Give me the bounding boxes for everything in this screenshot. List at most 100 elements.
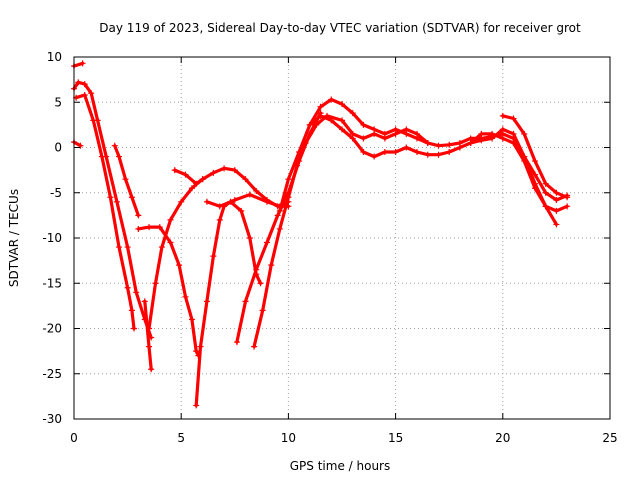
- data-point: [542, 180, 549, 187]
- data-point: [197, 343, 204, 350]
- data-point: [360, 149, 367, 156]
- gridlines: [74, 57, 610, 419]
- data-point: [339, 117, 345, 124]
- data-point: [349, 135, 356, 142]
- x-tick-label: 20: [495, 431, 510, 445]
- data-point: [221, 165, 228, 172]
- data-point: [203, 198, 210, 205]
- data-point: [195, 352, 202, 359]
- y-tick-label: -30: [42, 412, 62, 426]
- trace-sat-q: [469, 132, 569, 213]
- data-point: [193, 348, 200, 355]
- data-point: [542, 203, 549, 210]
- data-point: [276, 207, 283, 214]
- chart-title: Day 119 of 2023, Sidereal Day-to-day VTE…: [99, 21, 581, 35]
- data-point: [489, 130, 496, 137]
- x-axis-label: GPS time / hours: [290, 459, 391, 473]
- data-point: [128, 307, 135, 314]
- data-point: [182, 171, 189, 178]
- data-point: [182, 293, 189, 300]
- data-point: [152, 280, 159, 287]
- data-point: [381, 130, 388, 137]
- y-tick-label: 0: [54, 141, 62, 155]
- data-point: [274, 212, 281, 219]
- data-point: [233, 339, 240, 346]
- y-tick-label: -20: [42, 322, 62, 336]
- data-point: [124, 284, 131, 291]
- data-point: [564, 194, 571, 201]
- x-tick-label: 25: [602, 431, 617, 445]
- axis-ticks: [73, 56, 611, 420]
- data-point: [131, 325, 138, 332]
- data-point: [167, 216, 174, 223]
- y-tick-label: -5: [50, 186, 62, 200]
- data-point: [403, 144, 410, 151]
- data-point: [111, 142, 118, 149]
- data-point: [328, 96, 335, 103]
- data-point: [328, 117, 335, 124]
- data-point: [263, 239, 270, 246]
- data-point: [107, 194, 114, 201]
- data-point: [521, 130, 528, 137]
- data-point: [392, 126, 399, 133]
- data-point: [424, 139, 431, 146]
- data-point: [141, 298, 148, 305]
- data-point: [81, 92, 88, 99]
- y-axis-label: SDTVAR / TECUs: [7, 189, 21, 287]
- data-point: [171, 167, 178, 174]
- data-point: [158, 244, 165, 251]
- data-point: [403, 130, 410, 137]
- x-tick-label: 0: [70, 431, 78, 445]
- data-point: [167, 239, 174, 246]
- data-point: [128, 194, 135, 201]
- data-point: [456, 144, 463, 151]
- y-tick-label: 10: [47, 50, 62, 64]
- data-point: [231, 196, 238, 203]
- data-point: [216, 216, 223, 223]
- data-point: [148, 366, 155, 373]
- data-point: [199, 176, 206, 183]
- y-tick-label: -10: [42, 231, 62, 245]
- data-point: [193, 402, 200, 409]
- data-point: [302, 139, 309, 146]
- x-tick-label: 15: [388, 431, 403, 445]
- data-point: [116, 244, 123, 251]
- data-point: [176, 262, 183, 269]
- data-point: [510, 139, 517, 146]
- data-point: [146, 343, 153, 350]
- data-point: [424, 151, 431, 158]
- data-point: [499, 112, 506, 119]
- data-point: [210, 169, 217, 176]
- data-point: [156, 224, 163, 231]
- data-point: [135, 212, 142, 219]
- data-point: [414, 135, 421, 142]
- data-point: [257, 280, 264, 287]
- data-point: [148, 334, 155, 341]
- data-point: [317, 103, 324, 110]
- data-point: [478, 137, 485, 144]
- data-point: [521, 158, 528, 165]
- data-point: [251, 343, 258, 350]
- data-point: [293, 162, 300, 169]
- data-point: [499, 126, 506, 133]
- data-point: [90, 117, 97, 124]
- data-point: [371, 153, 378, 160]
- data-point: [349, 110, 356, 117]
- data-point: [510, 130, 517, 137]
- y-tick-label: -25: [42, 367, 62, 381]
- data-point: [360, 121, 367, 128]
- data-point: [238, 207, 245, 214]
- y-tick-labels: -30 -25 -20 -15 -10 -5 0 5 10: [42, 50, 62, 426]
- data-point: [210, 253, 217, 260]
- data-point: [531, 158, 538, 165]
- trace-sat-j: [194, 200, 263, 407]
- data-point: [435, 151, 442, 158]
- data-point: [242, 298, 249, 305]
- data-point: [339, 101, 345, 108]
- data-point: [81, 81, 88, 88]
- data-point: [253, 266, 260, 273]
- data-point: [371, 126, 378, 133]
- data-point: [253, 187, 260, 194]
- data-point: [141, 316, 148, 323]
